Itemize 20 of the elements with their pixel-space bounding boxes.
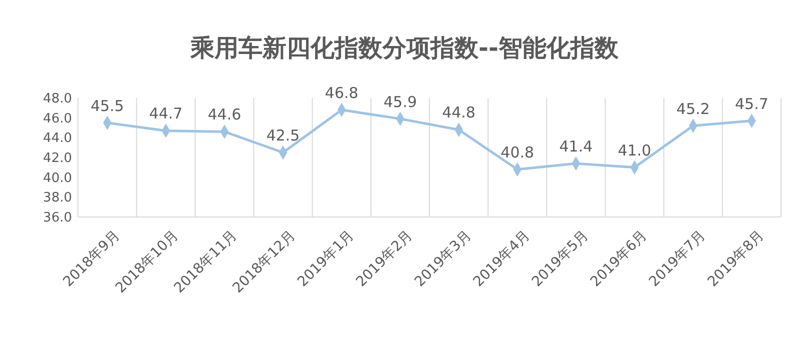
y-tick-label: 40.0 — [43, 170, 72, 186]
data-label: 41.0 — [618, 141, 652, 160]
y-tick-label: 44.0 — [43, 131, 72, 146]
data-label: 45.7 — [735, 94, 768, 113]
data-label: 41.4 — [559, 137, 593, 156]
data-label: 44.8 — [442, 104, 476, 122]
data-label: 44.7 — [149, 104, 183, 123]
y-tick-label: 36.0 — [43, 210, 72, 226]
data-label: 45.9 — [384, 92, 417, 111]
y-tick-label: 46.0 — [43, 111, 72, 126]
data-label: 46.8 — [324, 84, 358, 102]
data-label: 40.8 — [500, 143, 534, 162]
data-label: 44.6 — [208, 106, 242, 124]
data-label: 42.5 — [266, 126, 300, 145]
y-tick-label: 48.0 — [43, 92, 72, 107]
y-tick-label: 38.0 — [43, 190, 72, 206]
data-label: 45.2 — [676, 100, 710, 118]
data-label: 45.5 — [90, 96, 124, 115]
chart-title: 乘用车新四化指数分项指数--智能化指数 — [190, 34, 620, 62]
y-tick-label: 42.0 — [43, 151, 72, 166]
